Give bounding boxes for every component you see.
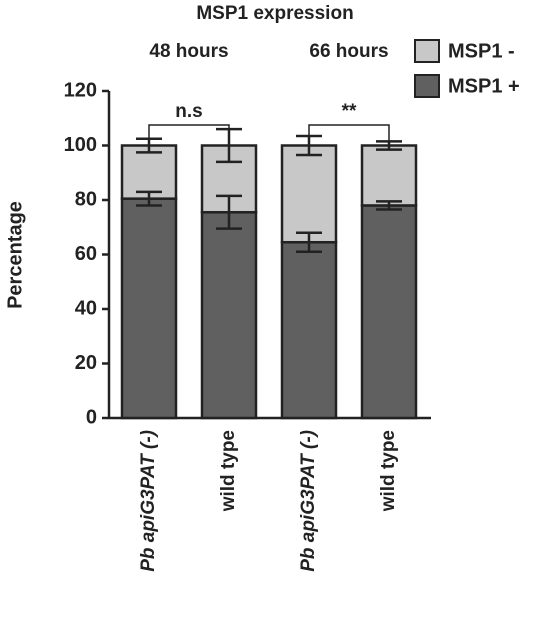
y-tick-label: 100 xyxy=(64,134,97,156)
y-tick-label: 0 xyxy=(86,406,97,428)
group-label: 48 hours xyxy=(149,41,228,62)
y-tick-label: 60 xyxy=(75,243,97,265)
bar-segment xyxy=(360,204,418,420)
bar-segment xyxy=(280,240,338,420)
legend-label: MSP1 - xyxy=(448,40,515,62)
legend-swatch xyxy=(414,39,440,63)
chart-title: MSP1 expression xyxy=(196,3,353,24)
x-tick-label: Pb apiG3PAT (-) xyxy=(298,430,319,572)
significance-label: ** xyxy=(342,101,357,122)
significance-bracket xyxy=(148,124,230,145)
bar-segment xyxy=(360,144,418,207)
error-bar xyxy=(216,194,242,230)
error-bar xyxy=(136,190,162,207)
x-tick-label: Pb apiG3PAT (-) xyxy=(138,430,159,572)
y-tick-label: 120 xyxy=(64,79,97,101)
x-tick-label: wild type xyxy=(378,430,399,512)
y-tick-label: 40 xyxy=(75,297,97,319)
group-label: 66 hours xyxy=(309,41,388,62)
bar-segment xyxy=(280,144,338,244)
y-tick-label: 20 xyxy=(75,352,97,374)
x-tick-label: wild type xyxy=(218,430,239,512)
bar-segment xyxy=(200,211,258,420)
y-axis-label: Percentage xyxy=(4,201,26,309)
bar-segment xyxy=(120,197,178,420)
significance-bracket xyxy=(308,124,390,145)
error-bar xyxy=(296,231,322,254)
legend-label: MSP1 + xyxy=(448,75,520,97)
significance-label: n.s xyxy=(175,101,202,122)
legend-swatch xyxy=(414,74,440,98)
y-tick-label: 80 xyxy=(75,188,97,210)
error-bar xyxy=(376,200,402,211)
